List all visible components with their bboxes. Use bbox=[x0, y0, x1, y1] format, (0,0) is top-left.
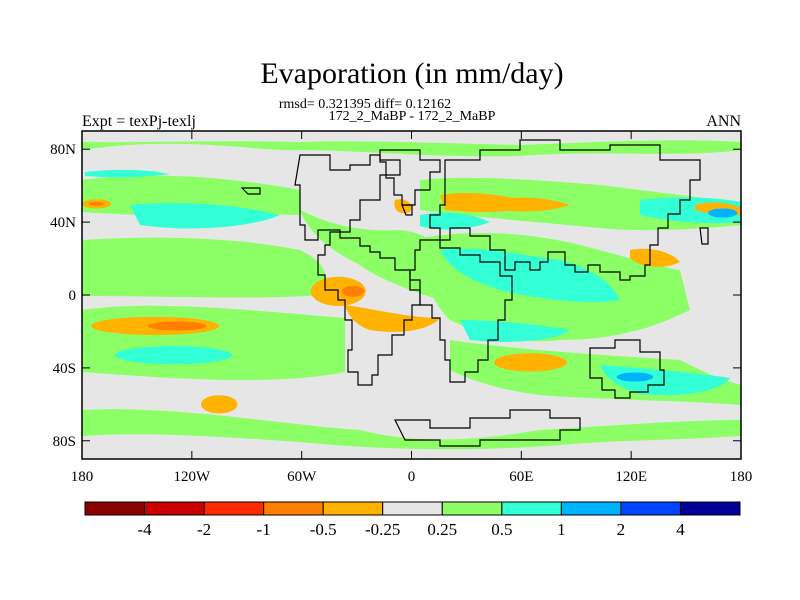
y-tick-label: 80N bbox=[50, 142, 76, 158]
colorbar-swatch bbox=[84, 501, 146, 516]
y-tick-label: 0 bbox=[69, 288, 77, 304]
colorbar-label: -0.25 bbox=[365, 520, 400, 539]
coastline-australia bbox=[589, 339, 665, 399]
contour-cyan-npac-west bbox=[130, 203, 280, 229]
colorbar-label: -1 bbox=[257, 520, 271, 539]
x-axis-ticks: 180 120W 60W 0 60E 120E 180 bbox=[71, 131, 753, 485]
x-tick-label: 0 bbox=[408, 469, 416, 485]
stats-line: rmsd= 0.321395 diff= 0.12162 bbox=[279, 97, 451, 112]
colorbar-swatch bbox=[263, 501, 324, 516]
coastlines bbox=[240, 139, 709, 447]
colorbar-swatch bbox=[203, 501, 265, 516]
colorbar-swatch bbox=[679, 501, 741, 516]
y-tick-label: 40S bbox=[53, 361, 76, 377]
y-axis-ticks: 80N 40N 0 40S 80S bbox=[50, 142, 741, 450]
contour-africa-orange bbox=[493, 353, 568, 372]
colorbar-label: 1 bbox=[557, 520, 566, 539]
coastline-eurasia bbox=[429, 139, 701, 281]
x-tick-label: 60E bbox=[509, 469, 533, 485]
colorbar-label: 2 bbox=[617, 520, 626, 539]
colorbar-label: -0.5 bbox=[310, 520, 337, 539]
contour-natl-red-west bbox=[89, 202, 104, 206]
map-plot-area: 180 120W 60W 0 60E 120E 180 80N 40N 0 40S 80S bbox=[50, 130, 753, 485]
contour-cyan-natl-north bbox=[420, 212, 490, 230]
colorbar-swatch bbox=[501, 501, 562, 516]
contour-cyan-io-south bbox=[460, 320, 570, 342]
colorbar-label: -4 bbox=[137, 520, 152, 539]
contour-orange-east-ocean bbox=[630, 248, 680, 267]
coastline-africa bbox=[409, 239, 513, 383]
subtitle: 172_2_MaBP - 172_2_MaBP bbox=[329, 109, 496, 124]
colorbar-label: 4 bbox=[676, 520, 685, 539]
contour-green-arctic bbox=[82, 140, 741, 157]
colorbar-swatch bbox=[382, 501, 443, 516]
colorbar-label: -2 bbox=[197, 520, 211, 539]
contour-green-eq-pacific bbox=[82, 237, 326, 298]
coastline-americas bbox=[294, 154, 421, 386]
contour-np-blue bbox=[708, 208, 738, 218]
coastline-svalbard bbox=[240, 187, 261, 195]
colorbar-swatch bbox=[560, 501, 622, 516]
y-tick-label: 40N bbox=[50, 215, 76, 231]
x-tick-label: 60W bbox=[287, 469, 317, 485]
x-tick-label: 120W bbox=[173, 469, 211, 485]
contour-cyan-arctic bbox=[85, 169, 170, 178]
colorbar-swatch bbox=[620, 501, 681, 516]
contour-orange-mediterranean bbox=[490, 197, 570, 212]
coastline-antarctica bbox=[394, 409, 581, 447]
coastline-uk bbox=[401, 204, 413, 216]
contour-pac-cyan-band bbox=[114, 346, 233, 365]
coastline-japan bbox=[699, 227, 709, 245]
contour-green-southern bbox=[82, 409, 741, 450]
colorbar-swatch bbox=[322, 501, 384, 516]
experiment-label: Expt = texPj-texlj bbox=[82, 113, 196, 130]
colorbar-swatch bbox=[441, 501, 503, 516]
colorbar: -4 -2 -1 -0.5 -0.25 0.25 0.5 1 2 4 bbox=[84, 501, 741, 539]
x-tick-label: 180 bbox=[71, 469, 94, 485]
contour-orange-tropics bbox=[345, 305, 440, 332]
y-tick-label: 80S bbox=[53, 434, 76, 450]
colorbar-label: 0.5 bbox=[491, 520, 512, 539]
x-tick-label: 120E bbox=[615, 469, 647, 485]
chart-title: Evaporation (in mm/day) bbox=[260, 57, 563, 90]
contour-io-blue bbox=[616, 372, 654, 382]
x-tick-label: 180 bbox=[730, 469, 753, 485]
season-label: ANN bbox=[706, 113, 741, 130]
coastline-greenland bbox=[379, 149, 441, 206]
colorbar-label: 0.25 bbox=[427, 520, 457, 539]
colorbar-swatch bbox=[144, 501, 205, 516]
region-layer bbox=[82, 199, 738, 414]
contour-south-orange bbox=[200, 395, 238, 414]
contour-green-spacific bbox=[82, 305, 345, 380]
contour-sa-red bbox=[341, 285, 364, 297]
contour-pac-red-band bbox=[147, 321, 207, 331]
